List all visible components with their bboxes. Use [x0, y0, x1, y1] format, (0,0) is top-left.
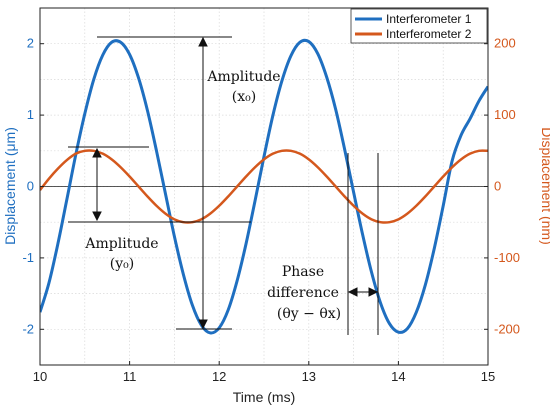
x-tick-label: 10	[33, 369, 47, 384]
x-tick-label: 12	[212, 369, 226, 384]
x-tick-label: 15	[481, 369, 495, 384]
y-tick-label-right: -200	[494, 321, 520, 336]
x-axis-label: Time (ms)	[233, 389, 295, 405]
y-tick-label-left: 0	[27, 179, 34, 194]
annotation-phase-subtitle: difference	[267, 285, 339, 301]
legend: Interferometer 1 Interferometer 2	[350, 8, 488, 44]
annotation-amplitude-y-symbol: (y₀)	[110, 256, 134, 272]
x-tick-label: 13	[302, 369, 316, 384]
y-tick-label-left: 1	[27, 107, 34, 122]
legend-box	[350, 8, 488, 44]
x-tick-label: 14	[391, 369, 405, 384]
legend-label-interferometer-1: Interferometer 1	[386, 12, 472, 26]
y-tick-label-left: -1	[22, 250, 34, 265]
series-line-interferometer-2	[40, 149, 488, 224]
y-tick-label-left: -2	[22, 321, 34, 336]
y-tick-label-right: 0	[494, 179, 501, 194]
y-axis-label-right: Displacement (nm)	[539, 127, 550, 244]
y-tick-label-right: 100	[494, 107, 516, 122]
annotation-lines	[68, 36, 379, 335]
annotation-amplitude-x-symbol: (x₀)	[232, 89, 256, 105]
annotation-phase-title: Phase	[282, 264, 324, 280]
legend-label-interferometer-2: Interferometer 2	[386, 27, 472, 41]
annotation-phase-symbol: (θy − θx)	[277, 306, 341, 322]
y-tick-label-right: -100	[494, 250, 520, 265]
y-tick-label-left: 2	[27, 36, 34, 51]
annotation-amplitude-y-title: Amplitude	[84, 236, 158, 252]
y-axis-label-left: Displacement (μm)	[2, 127, 18, 245]
x-tick-label: 11	[123, 369, 137, 384]
series-line-interferometer-1	[40, 38, 488, 335]
y-tick-label-right: 200	[494, 36, 516, 51]
annotation-amplitude-x-title: Amplitude	[206, 69, 280, 85]
